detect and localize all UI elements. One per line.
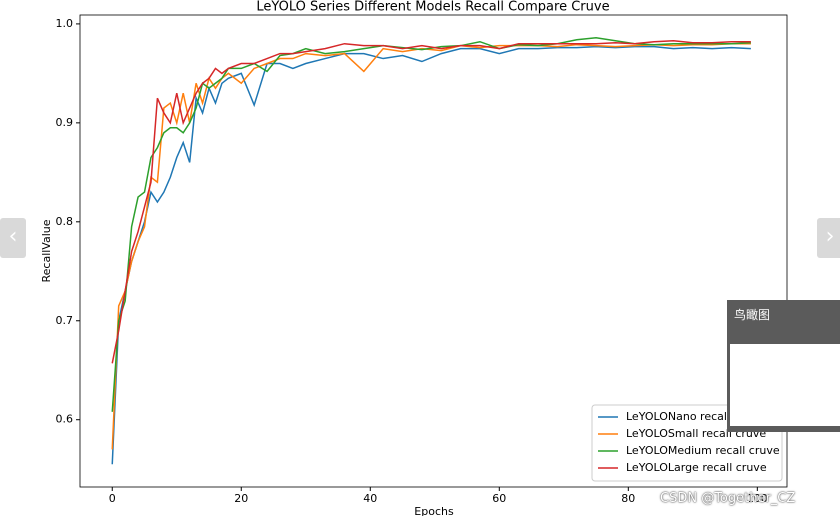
chart-title: LeYOLO Series Different Models Recall Co… [256, 0, 609, 15]
y-axis-label: RecallValue [40, 219, 53, 282]
watermark: CSDN @Together_CZ [660, 491, 796, 506]
y-tick-label: 0.8 [56, 215, 74, 228]
line-series [111, 42, 751, 450]
x-tick-label: 100 [747, 492, 768, 505]
y-tick-label: 0.9 [56, 116, 74, 129]
overview-panel[interactable]: 鸟瞰图 [727, 300, 840, 432]
x-tick-label: 80 [621, 492, 635, 505]
legend-label: LeYOLOLarge recall cruve [626, 461, 767, 474]
overview-title: 鸟瞰图 [734, 308, 771, 322]
plot-frame [79, 14, 788, 488]
x-tick-label: 40 [363, 492, 377, 505]
next-button[interactable]: › [817, 218, 840, 258]
x-tick-label: 20 [234, 492, 248, 505]
line-series [111, 45, 751, 465]
x-tick-label: 0 [109, 492, 116, 505]
x-axis-label: Epochs [414, 505, 454, 516]
line-series [111, 39, 751, 364]
line-series [111, 37, 751, 412]
prev-button[interactable]: ‹ [0, 218, 26, 258]
legend-label: LeYOLOMedium recall cruve [626, 444, 780, 457]
y-tick-label: 0.6 [56, 413, 74, 426]
y-tick-label: 1.0 [56, 17, 74, 30]
x-tick-label: 60 [492, 492, 506, 505]
y-tick-label: 0.7 [56, 314, 74, 327]
overview-thumbnail [730, 344, 840, 426]
